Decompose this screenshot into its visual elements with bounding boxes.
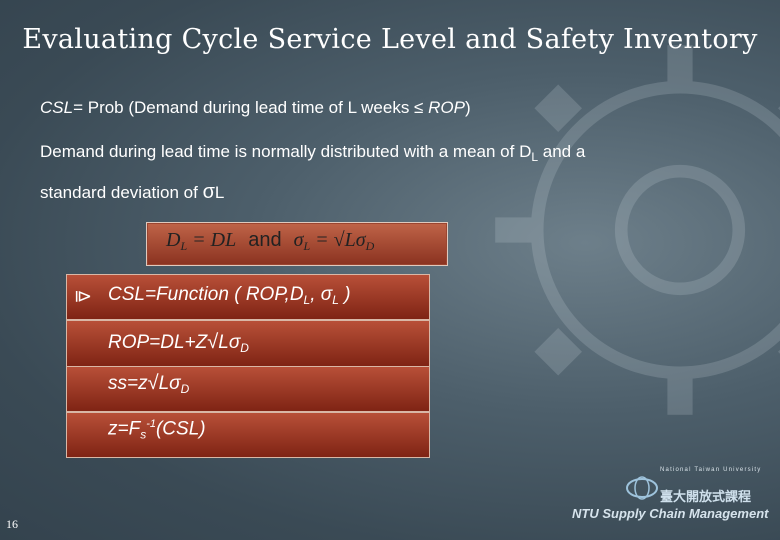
bullet-panel-3 [66, 366, 430, 412]
csl-definition: CSL= Prob (Demand during lead time of L … [40, 98, 471, 117]
bullet-panel-4 [66, 412, 430, 458]
gear-background-icon [495, 45, 780, 415]
formula-box [146, 222, 448, 266]
bullet-panel-2 [66, 320, 430, 367]
slide-title: Evaluating Cycle Service Level and Safet… [22, 24, 758, 55]
z-inverse-formula-bullet: z=Fs-1(CSL) [108, 418, 206, 442]
std-deviation-text: standard deviation of σL [40, 181, 225, 203]
bullet-marker-icon: ⧐ [74, 286, 92, 306]
page-number: 16 [6, 517, 18, 531]
safety-stock-formula-bullet: ss=z√LσD [108, 372, 190, 396]
csl-function-bullet: CSL=Function ( ROP,DL, σL ) [108, 284, 351, 307]
university-name: National Taiwan University [660, 467, 762, 473]
lead-time-formula: DL = DL and σL = √LσD [166, 229, 375, 253]
bullet-panel-1 [66, 274, 430, 320]
course-footer: NTU Supply Chain Management [572, 506, 769, 521]
rop-formula-bullet: ROP=DL+Z√LσD [108, 331, 249, 355]
demand-distribution-text: Demand during lead time is normally dist… [40, 142, 586, 164]
ntu-opencourse-name: 臺大開放式課程 [660, 489, 752, 504]
ntu-logo-icon [626, 476, 658, 500]
